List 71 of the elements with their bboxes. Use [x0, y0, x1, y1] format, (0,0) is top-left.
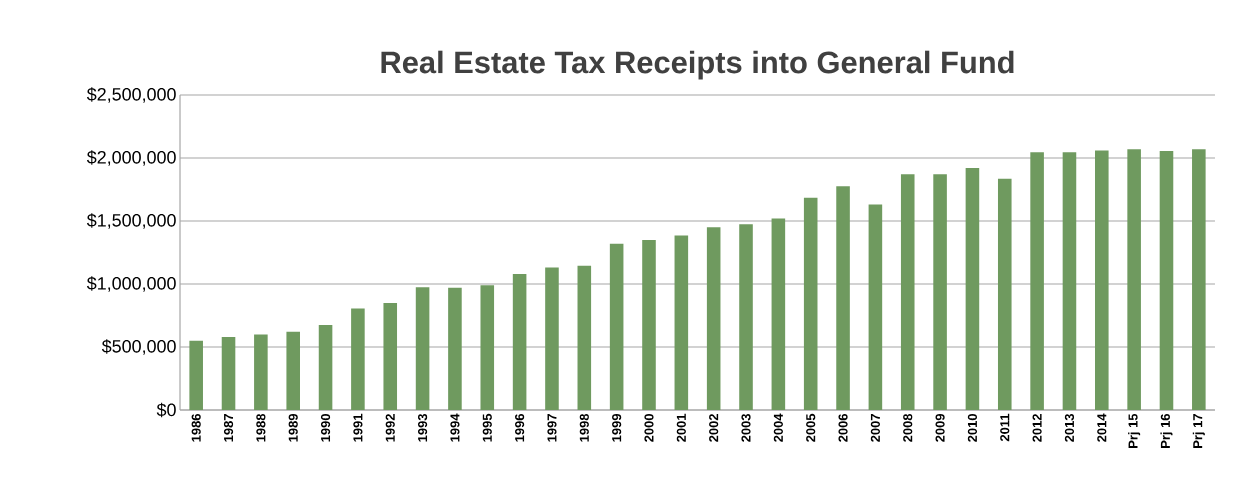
bar	[803, 197, 818, 410]
bar	[1095, 150, 1109, 410]
bar	[900, 174, 915, 410]
x-tick-label: 2007	[870, 414, 880, 442]
x-tick-label: 1987	[223, 414, 234, 442]
x-tick-label: 1986	[191, 413, 201, 442]
x-tick-label: 2009	[935, 413, 945, 442]
x-tick-label: 1995	[482, 413, 492, 442]
x-tick-label: 2004	[773, 413, 783, 442]
x-tick-label: 1990	[320, 414, 331, 442]
x-tick-label: 1999	[612, 413, 622, 442]
bar	[221, 336, 236, 410]
bar	[771, 218, 786, 410]
x-tick-label: 1989	[288, 413, 298, 442]
x-tick-label: 1996	[515, 413, 525, 442]
x-tick-label: 2006	[838, 413, 848, 442]
bar	[674, 235, 689, 410]
x-tick-label: 1993	[417, 413, 428, 442]
x-tick-label: 1998	[579, 413, 589, 442]
y-tick-label: $2,500,000	[86, 87, 176, 103]
bar	[286, 331, 300, 410]
y-tick-label: $0	[156, 402, 176, 418]
bar	[415, 287, 430, 410]
x-tick-label: 1994	[450, 413, 460, 442]
x-tick-label: 1997	[547, 414, 557, 442]
x-tick-label: 2008	[903, 413, 913, 442]
bar	[512, 273, 527, 410]
y-tick-label: $1,500,000	[86, 213, 176, 229]
bar	[933, 174, 947, 410]
bar	[254, 334, 268, 410]
bar	[642, 239, 656, 410]
x-tick-label: 2000	[644, 414, 654, 442]
x-tick-label: 1992	[385, 414, 395, 442]
bar	[383, 302, 398, 410]
bar	[965, 168, 980, 410]
x-tick-label: 2003	[741, 413, 751, 442]
bar	[1030, 152, 1044, 410]
x-tick-label: 2011	[1000, 413, 1010, 442]
bar	[480, 285, 495, 410]
bar	[318, 324, 333, 410]
bar	[189, 340, 203, 410]
y-tick-label: $1,000,000	[86, 276, 176, 292]
y-tick-label: $2,000,000	[86, 150, 176, 166]
bar	[545, 267, 559, 410]
x-tick-label: 2005	[806, 413, 816, 442]
bar	[1062, 152, 1077, 410]
x-tick-label: 2002	[709, 414, 719, 442]
bar	[739, 224, 753, 410]
y-tick-label: $500,000	[101, 339, 176, 355]
bar	[1127, 149, 1141, 410]
x-tick-label: 2013	[1064, 413, 1075, 442]
x-tick-label: Prj 15	[1128, 413, 1141, 448]
x-tick-label: 1988	[256, 413, 266, 442]
x-tick-label: 2012	[1032, 414, 1042, 442]
x-tick-label: Prj 16	[1160, 413, 1173, 448]
bar	[1192, 149, 1206, 410]
bar	[997, 178, 1012, 410]
x-tick-label: 2010	[967, 414, 978, 442]
bar	[706, 227, 721, 410]
bar	[836, 186, 850, 410]
bar	[577, 265, 592, 410]
bar	[868, 204, 883, 410]
x-tick-label: 2014	[1097, 413, 1107, 442]
x-tick-label: 2001	[676, 413, 686, 442]
bar	[448, 287, 462, 410]
x-tick-label: 1991	[353, 413, 363, 442]
bar	[609, 243, 624, 410]
bar	[1159, 151, 1174, 410]
chart-title: Real Estate Tax Receipts into General Fund	[381, 50, 1014, 80]
bar	[351, 308, 365, 410]
x-tick-label: Prj 17	[1192, 414, 1205, 448]
